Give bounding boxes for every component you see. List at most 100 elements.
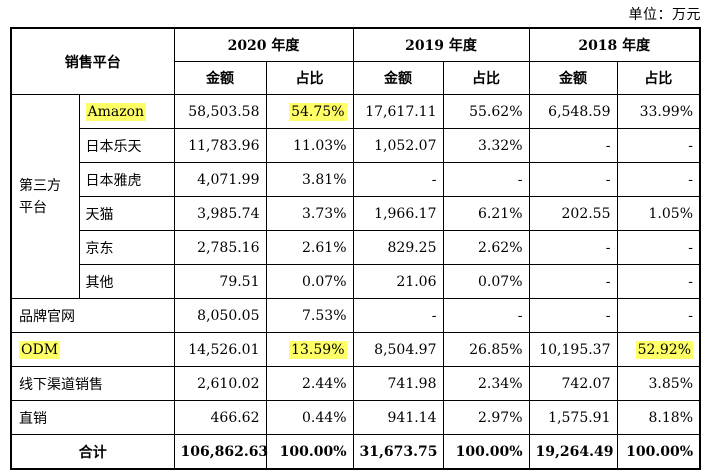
header-ratio: 占比 [616,61,701,95]
platform-name: ODM [10,332,175,367]
amount-cell: 742.07 [528,366,618,401]
platform-name: 京东 [78,230,175,265]
total-amount: 19,264.49 [528,434,618,470]
group-third-party: 第三方平台 [10,94,80,299]
unit-label: 单位：万元 [628,7,701,23]
header-ratio: 占比 [265,61,354,95]
table-row: 其他 79.51 0.07% 21.06 0.07% - - [11,264,701,299]
amount-cell: - [528,298,618,333]
amount-cell: 8,504.97 [352,332,444,367]
highlighted-value: Amazon [85,102,147,121]
amount-cell: 79.51 [173,264,267,299]
table-body: 第三方平台 Amazon 58,503.58 54.75% 17,617.11 55.62… [10,94,701,470]
table-row: 日本乐天 11,783.96 11.03% 1,052.07 3.32% - - [11,128,701,163]
ratio-cell: 54.75% [265,94,354,129]
platform-name: 线下渠道销售 [10,366,175,401]
highlighted-value: 13.59% [289,340,347,359]
amount-cell: - [352,162,444,197]
ratio-cell: 8.18% [616,400,701,435]
amount-cell: 941.14 [352,400,444,435]
platform-name: 日本雅虎 [78,162,175,197]
total-row: 合计 106,862.63 100.00% 31,673.75 100.00% 19,26… [10,434,701,470]
amount-cell: 14,526.01 [173,332,267,367]
ratio-cell: - [442,298,530,333]
amount-cell: 2,785.16 [173,230,267,265]
ratio-cell: - [616,264,701,299]
amount-cell: 1,052.07 [352,128,444,163]
header-year-2019: 2019 年度 [352,27,530,62]
header-year-2020: 2020 年度 [173,27,354,62]
amount-cell: - [528,230,618,265]
ratio-cell: 6.21% [442,196,530,231]
ratio-cell: - [616,230,701,265]
total-ratio: 100.00% [442,434,530,470]
table-row: 线下渠道销售 2,610.02 2.44% 741.98 2.34% 742.07 3.85… [10,366,701,401]
amount-cell: 11,783.96 [173,128,267,163]
platform-name: 日本乐天 [78,128,175,163]
header-ratio: 占比 [442,61,530,95]
amount-cell: 3,985.74 [173,196,267,231]
amount-cell: - [528,264,618,299]
header-amount: 金额 [173,61,267,95]
amount-cell: 2,610.02 [173,366,267,401]
ratio-cell: - [616,162,701,197]
amount-cell: 1,575.91 [528,400,618,435]
amount-cell: 6,548.59 [528,94,618,129]
table-row: 京东 2,785.16 2.61% 829.25 2.62% - - [11,230,701,265]
ratio-cell: - [616,298,701,333]
total-ratio: 100.00% [265,434,354,470]
amount-cell: 8,050.05 [173,298,267,333]
amount-cell: 829.25 [352,230,444,265]
amount-cell: 17,617.11 [352,94,444,129]
ratio-cell: 3.81% [265,162,354,197]
ratio-cell: 2.97% [442,400,530,435]
ratio-cell: 0.44% [265,400,354,435]
platform-name: 其他 [78,264,175,299]
platform-name: Amazon [78,94,175,129]
ratio-cell: 2.34% [442,366,530,401]
table-row: ODM 14,526.01 13.59% 8,504.97 26.85% 10,195.3… [10,332,701,367]
total-amount: 106,862.63 [173,434,268,470]
ratio-cell: 2.61% [265,230,354,265]
header-amount: 金额 [352,61,444,95]
ratio-cell: 52.92% [616,332,701,367]
platform-name: 品牌官网 [10,298,175,333]
ratio-cell: 11.03% [265,128,354,163]
header-year-2018: 2018 年度 [528,27,701,62]
platform-name: 直销 [10,400,175,435]
ratio-cell: 1.05% [616,196,701,231]
amount-cell: 466.62 [173,400,267,435]
table-row: 第三方平台 Amazon 58,503.58 54.75% 17,617.11 55.62… [10,94,701,299]
ratio-cell: 26.85% [442,332,530,367]
total-amount: 31,673.75 [352,434,444,470]
ratio-cell: - [616,128,701,163]
table-row: 日本雅虎 4,071.99 3.81% - - - - [11,162,701,197]
ratio-cell: 7.53% [265,298,354,333]
highlighted-value: ODM [19,340,61,359]
ratio-cell: 3.73% [265,196,354,231]
amount-cell: - [528,128,618,163]
total-ratio: 100.00% [616,434,701,470]
amount-cell: - [352,298,444,333]
sales-platform-table: 销售平台 2020 年度 2019 年度 2018 年度 金额 占比 金额 占比… [10,27,701,470]
amount-cell: 4,071.99 [173,162,267,197]
ratio-cell: 13.59% [265,332,354,367]
highlighted-value: 52.92% [635,340,693,359]
amount-cell: 21.06 [352,264,444,299]
table-row: 天猫 3,985.74 3.73% 1,966.17 6.21% 202.55 1.05% [11,196,701,231]
table-row: 直销 466.62 0.44% 941.14 2.97% 1,575.91 8.18% [10,400,701,435]
ratio-cell: 55.62% [442,94,530,129]
ratio-cell: 2.44% [265,366,354,401]
amount-cell: 202.55 [528,196,618,231]
header-amount: 金额 [528,61,618,95]
amount-cell: 1,966.17 [352,196,444,231]
platform-name: 天猫 [78,196,175,231]
ratio-cell: 0.07% [265,264,354,299]
amount-cell: 58,503.58 [173,94,267,129]
table-row: 品牌官网 8,050.05 7.53% - - - - [10,298,701,333]
ratio-cell: 2.62% [442,230,530,265]
ratio-cell: 3.85% [616,366,701,401]
amount-cell: - [528,162,618,197]
ratio-cell: 33.99% [616,94,701,129]
total-label: 合计 [10,434,175,470]
